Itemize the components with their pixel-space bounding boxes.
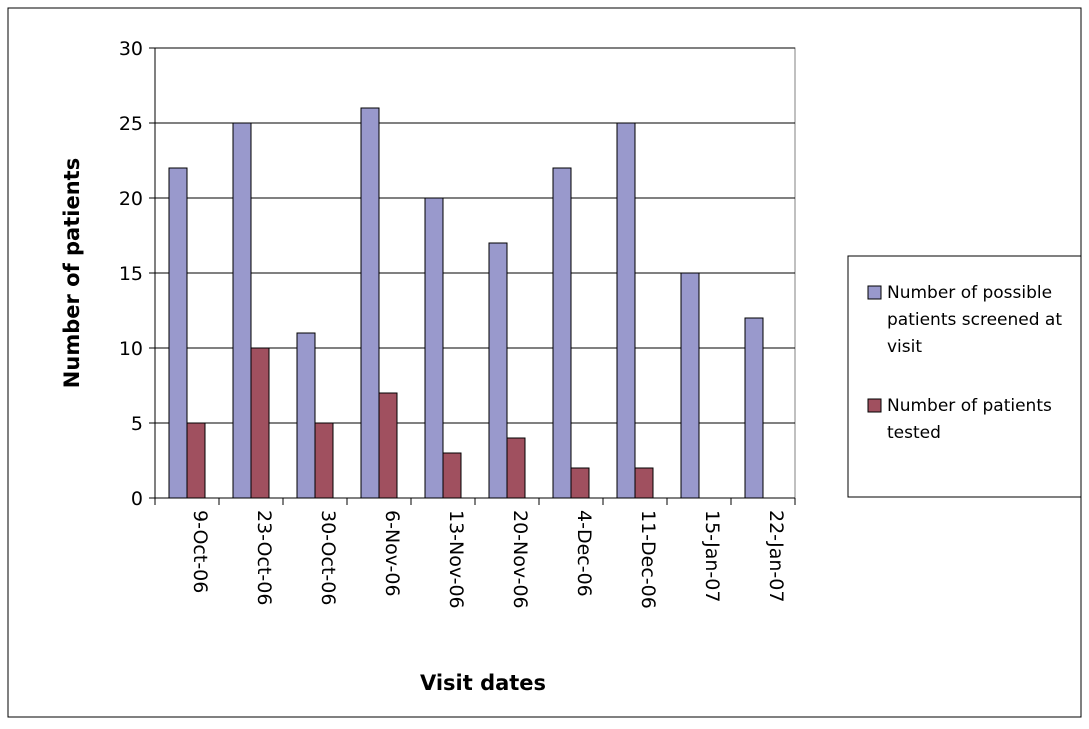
legend: Number of possible patients screened at vi… [847,255,1082,498]
bar-tested [250,347,270,499]
y-tick-label: 10 [119,338,143,360]
axes [149,47,796,505]
y-tick-label: 5 [131,413,143,435]
bar-screened [296,332,316,499]
legend-label: Number of patients [887,396,1052,416]
bar-tested [314,422,334,499]
bars [168,107,764,499]
legend-label: patients screened at [887,310,1062,330]
y-tick-label: 30 [119,38,143,60]
bar-tested [506,437,526,499]
bar-tested [378,392,398,499]
bar-tested [186,422,206,499]
legend-box [847,255,1082,498]
x-tick-label: 30-Oct-06 [317,510,339,605]
x-axis-title: Visit dates [420,671,546,695]
bar-tested [570,467,590,499]
bar-screened [680,272,700,499]
y-tick-label: 25 [119,113,143,135]
bar-screened [232,122,252,499]
x-tick-label: 6-Nov-06 [381,510,403,597]
x-tick-label: 22-Jan-07 [765,510,787,602]
legend-label: visit [887,337,922,357]
y-tick-label: 0 [131,488,143,510]
x-tick-label: 20-Nov-06 [509,510,531,609]
x-tick-label: 15-Jan-07 [701,510,723,602]
x-tick-label: 13-Nov-06 [445,510,467,609]
y-tick-label: 15 [119,263,143,285]
legend-swatch [867,398,882,413]
y-axis-title: Number of patients [60,158,84,388]
x-tick-label: 11-Dec-06 [637,510,659,609]
x-tick-label: 9-Oct-06 [189,510,211,593]
legend-swatch [867,285,882,300]
x-tick-labels: 9-Oct-06 23-Oct-06 30-Oct-06 6-Nov-06 13-Nov… [189,510,787,609]
bar-screened [424,197,444,499]
bar-screened [616,122,636,499]
bar-screened [744,317,764,499]
x-tick-label: 4-Dec-06 [573,510,595,597]
bar-screened [168,167,188,499]
bar-screened [488,242,508,499]
bar-screened [552,167,572,499]
bar-tested [442,452,462,499]
legend-label: tested [887,423,941,443]
y-tick-labels: 0 5 10 15 20 25 30 [119,38,143,510]
bar-tested [634,467,654,499]
x-tick-label: 23-Oct-06 [253,510,275,605]
legend-label: Number of possible [887,283,1052,303]
legend-items: Number of possible patients screened at vi… [867,283,1062,443]
bar-screened [360,107,380,499]
y-tick-label: 20 [119,188,143,210]
